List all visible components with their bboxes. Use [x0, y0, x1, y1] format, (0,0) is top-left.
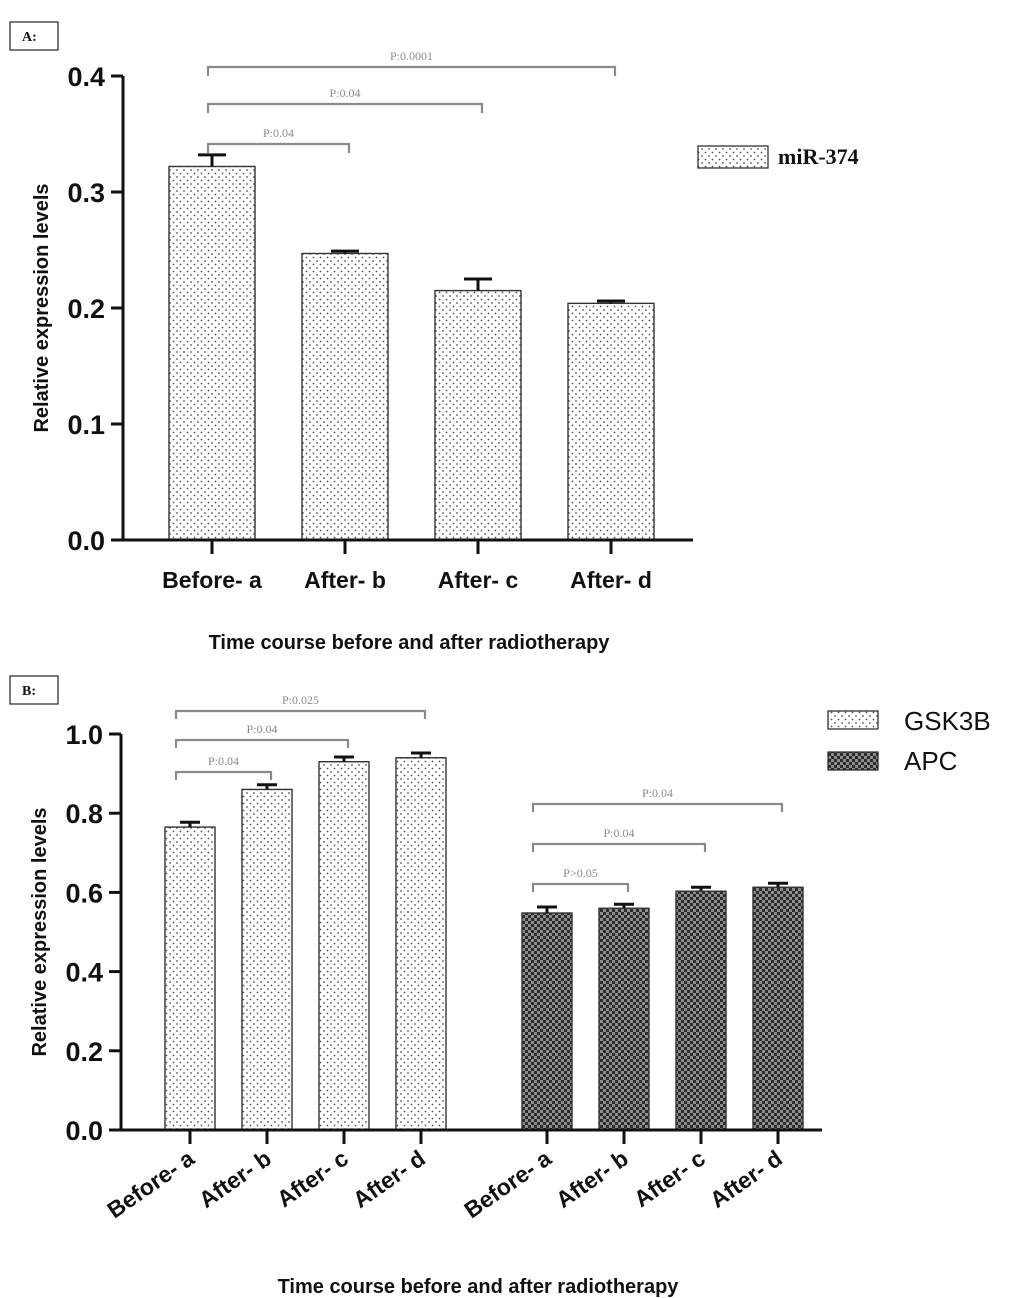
legend-swatch-mir-374	[697, 145, 769, 169]
bar-gsk3b-after-b	[241, 788, 293, 1131]
y-tick-label: 0.6	[65, 878, 103, 908]
p-value-label: P:0.04	[642, 786, 673, 800]
panel-a-y-axis-label: Relative expression levels	[31, 183, 53, 432]
significance-bracket	[206, 102, 484, 113]
y-tick-label: 0.3	[67, 178, 105, 208]
significance-bracket	[206, 142, 351, 153]
x-tick-label: After- d	[705, 1145, 787, 1213]
bar-gsk3b-after-d	[395, 757, 447, 1131]
significance-bracket	[206, 65, 617, 76]
x-tick-label: After- d	[570, 567, 652, 593]
legend-label-gsk3b: GSK3B	[904, 706, 991, 736]
y-tick-label: 0.4	[65, 958, 103, 988]
y-tick-label: 0.2	[65, 1037, 103, 1067]
y-tick-label: 0.0	[67, 526, 105, 556]
panel-a-legend: miR-374	[697, 144, 859, 169]
p-value-label: P:0.025	[282, 693, 319, 707]
panel-b-chart: B: 0.0 0.2 0.4 0.6 0.8 1.0 P:0.04 P:0.04 P:0.02…	[9, 675, 991, 1298]
x-tick-label: Before- a	[162, 567, 262, 593]
panel-b-x-axis-label: Time course before and after radiotherap…	[278, 1276, 680, 1298]
bar-apc-after-c	[675, 890, 727, 1131]
p-value-label: P>0.05	[563, 866, 597, 880]
panel-b-y-axis-label: Relative expression levels	[29, 807, 51, 1056]
p-value-label: P:0.0001	[390, 49, 433, 63]
significance-bracket	[531, 842, 707, 852]
y-tick-label: 0.8	[65, 799, 103, 829]
panel-b-label: B:	[22, 684, 36, 699]
x-tick-label: Before- a	[459, 1145, 556, 1224]
x-tick-label: Before- a	[102, 1145, 199, 1224]
legend-swatch-gsk3b	[827, 710, 879, 730]
x-tick-label: After- b	[304, 567, 386, 593]
legend-label-apc: APC	[904, 746, 957, 776]
p-value-label: P:0.04	[246, 722, 277, 736]
p-value-label: P:0.04	[208, 754, 239, 768]
panel-a-x-axis-label: Time course before and after radiotherap…	[209, 632, 611, 654]
y-tick-label: 1.0	[65, 720, 103, 750]
x-tick-label: After- c	[272, 1145, 353, 1213]
bar-mir-374-before-a	[168, 165, 256, 541]
bar-mir-374-after-b	[301, 252, 389, 541]
p-value-label: P:0.04	[329, 86, 360, 100]
panel-a-chart: A: 0.00.10.20.30.4 P:0.04P:0.04P:0.0001 …	[9, 21, 859, 654]
significance-bracket	[174, 770, 273, 780]
bar-apc-after-b	[598, 907, 650, 1131]
bar-gsk3b-after-c	[318, 761, 370, 1131]
significance-bracket	[174, 709, 427, 719]
panel-b-label-box	[9, 675, 59, 705]
bar-apc-after-d	[752, 886, 804, 1131]
bar-gsk3b-before-a	[164, 826, 216, 1131]
x-tick-label: After- b	[194, 1145, 276, 1213]
significance-bracket	[531, 882, 630, 892]
y-tick-label: 0.2	[67, 294, 105, 324]
y-tick-label: 0.1	[67, 410, 105, 440]
bar-mir-374-after-c	[434, 289, 522, 541]
panel-a-label-box	[9, 21, 59, 51]
legend-swatch-apc	[827, 751, 879, 771]
x-tick-label: After- d	[348, 1145, 430, 1213]
panel-b-legend: GSK3B APC	[827, 706, 991, 776]
x-tick-label: After- c	[438, 567, 519, 593]
y-tick-label: 0.0	[65, 1116, 103, 1146]
x-tick-label: After- c	[629, 1145, 710, 1213]
bar-mir-374-after-d	[567, 302, 655, 541]
p-value-label: P:0.04	[603, 826, 634, 840]
p-value-label: P:0.04	[263, 126, 294, 140]
significance-bracket	[174, 738, 350, 748]
bar-apc-before-a	[521, 912, 573, 1131]
legend-label-mir-374: miR-374	[778, 144, 859, 169]
significance-bracket	[531, 802, 784, 812]
x-tick-label: After- b	[551, 1145, 633, 1213]
y-tick-label: 0.4	[67, 62, 105, 92]
panel-a-label: A:	[22, 30, 37, 45]
